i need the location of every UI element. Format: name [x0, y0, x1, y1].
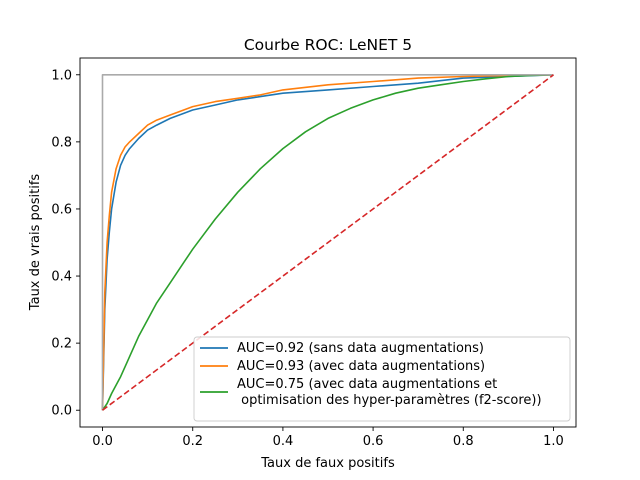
series-line-2	[101, 74, 554, 411]
y-tick-label: 0.0	[51, 404, 72, 419]
x-tick-label: 0.2	[182, 434, 203, 449]
legend-label-1: AUC=0.93 (avec data augmentations)	[237, 359, 485, 374]
y-tick-label: 0.6	[51, 202, 72, 217]
y-tick-label: 0.8	[51, 135, 72, 150]
series-line-0	[101, 74, 554, 411]
y-tick-label: 0.2	[51, 337, 72, 352]
legend-box	[193, 336, 571, 422]
y-tick-label: 1.0	[51, 68, 72, 83]
x-tick-label: 0.8	[453, 434, 474, 449]
legend-label-2: AUC=0.75 (avec data augmentations et opt…	[237, 377, 542, 408]
y-axis-label: Taux de vrais positifs	[28, 174, 43, 312]
series-line-4	[102, 74, 554, 411]
plot-area: 0.0 0.2 0.4 0.6 0.8 1.0 0.0 0.2 0.4 0.6 0.8 1.0	[51, 57, 577, 449]
x-tick-label: 0.4	[273, 434, 294, 449]
x-tick-label: 0.6	[363, 434, 384, 449]
x-tick-label: 1.0	[543, 434, 564, 449]
x-tick-label: 0.0	[92, 434, 113, 449]
x-axis-label: Taux de faux positifs	[260, 456, 395, 471]
series-group	[101, 74, 554, 411]
y-tick-label: 0.4	[51, 270, 72, 285]
axes-frame	[79, 57, 577, 428]
series-line-3	[101, 74, 554, 411]
chart-title: Courbe ROC: LeNET 5	[244, 36, 412, 54]
legend-label-0: AUC=0.92 (sans data augmentations)	[237, 341, 484, 356]
series-line-1	[101, 74, 554, 411]
legend: AUC=0.92 (sans data augmentations) AUC=0.…	[193, 336, 571, 422]
